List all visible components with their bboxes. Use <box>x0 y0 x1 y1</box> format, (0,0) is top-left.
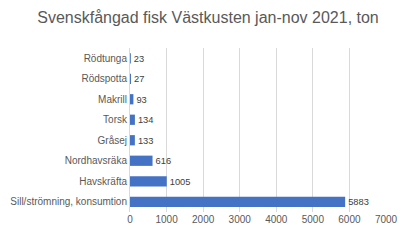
svg-text:4000: 4000 <box>265 214 288 225</box>
svg-text:6000: 6000 <box>338 214 361 225</box>
svg-text:616: 616 <box>156 156 172 166</box>
svg-text:23: 23 <box>134 54 144 64</box>
svg-text:Nordhavsräka: Nordhavsräka <box>65 155 128 166</box>
svg-text:0: 0 <box>127 214 133 225</box>
svg-text:134: 134 <box>138 115 154 125</box>
svg-text:Rödspotta: Rödspotta <box>81 73 127 84</box>
svg-text:Gråsej: Gråsej <box>98 135 127 146</box>
svg-text:93: 93 <box>136 95 146 105</box>
svg-text:Havskräfta: Havskräfta <box>79 176 127 187</box>
svg-text:7000: 7000 <box>375 214 398 225</box>
svg-text:Rödtunga: Rödtunga <box>84 53 128 64</box>
svg-text:Torsk: Torsk <box>103 114 128 125</box>
svg-text:Makrill: Makrill <box>98 94 127 105</box>
svg-text:2000: 2000 <box>192 214 215 225</box>
svg-text:Sill/strömning, konsumtion: Sill/strömning, konsumtion <box>10 196 127 207</box>
svg-text:27: 27 <box>134 74 144 84</box>
svg-text:Svenskfångad fisk Västkusten j: Svenskfångad fisk Västkusten jan-nov 202… <box>37 9 379 26</box>
svg-text:1000: 1000 <box>155 214 178 225</box>
svg-text:133: 133 <box>138 136 154 146</box>
svg-text:5883: 5883 <box>348 197 369 207</box>
svg-text:1005: 1005 <box>170 177 191 187</box>
svg-text:5000: 5000 <box>302 214 325 225</box>
svg-text:3000: 3000 <box>229 214 252 225</box>
